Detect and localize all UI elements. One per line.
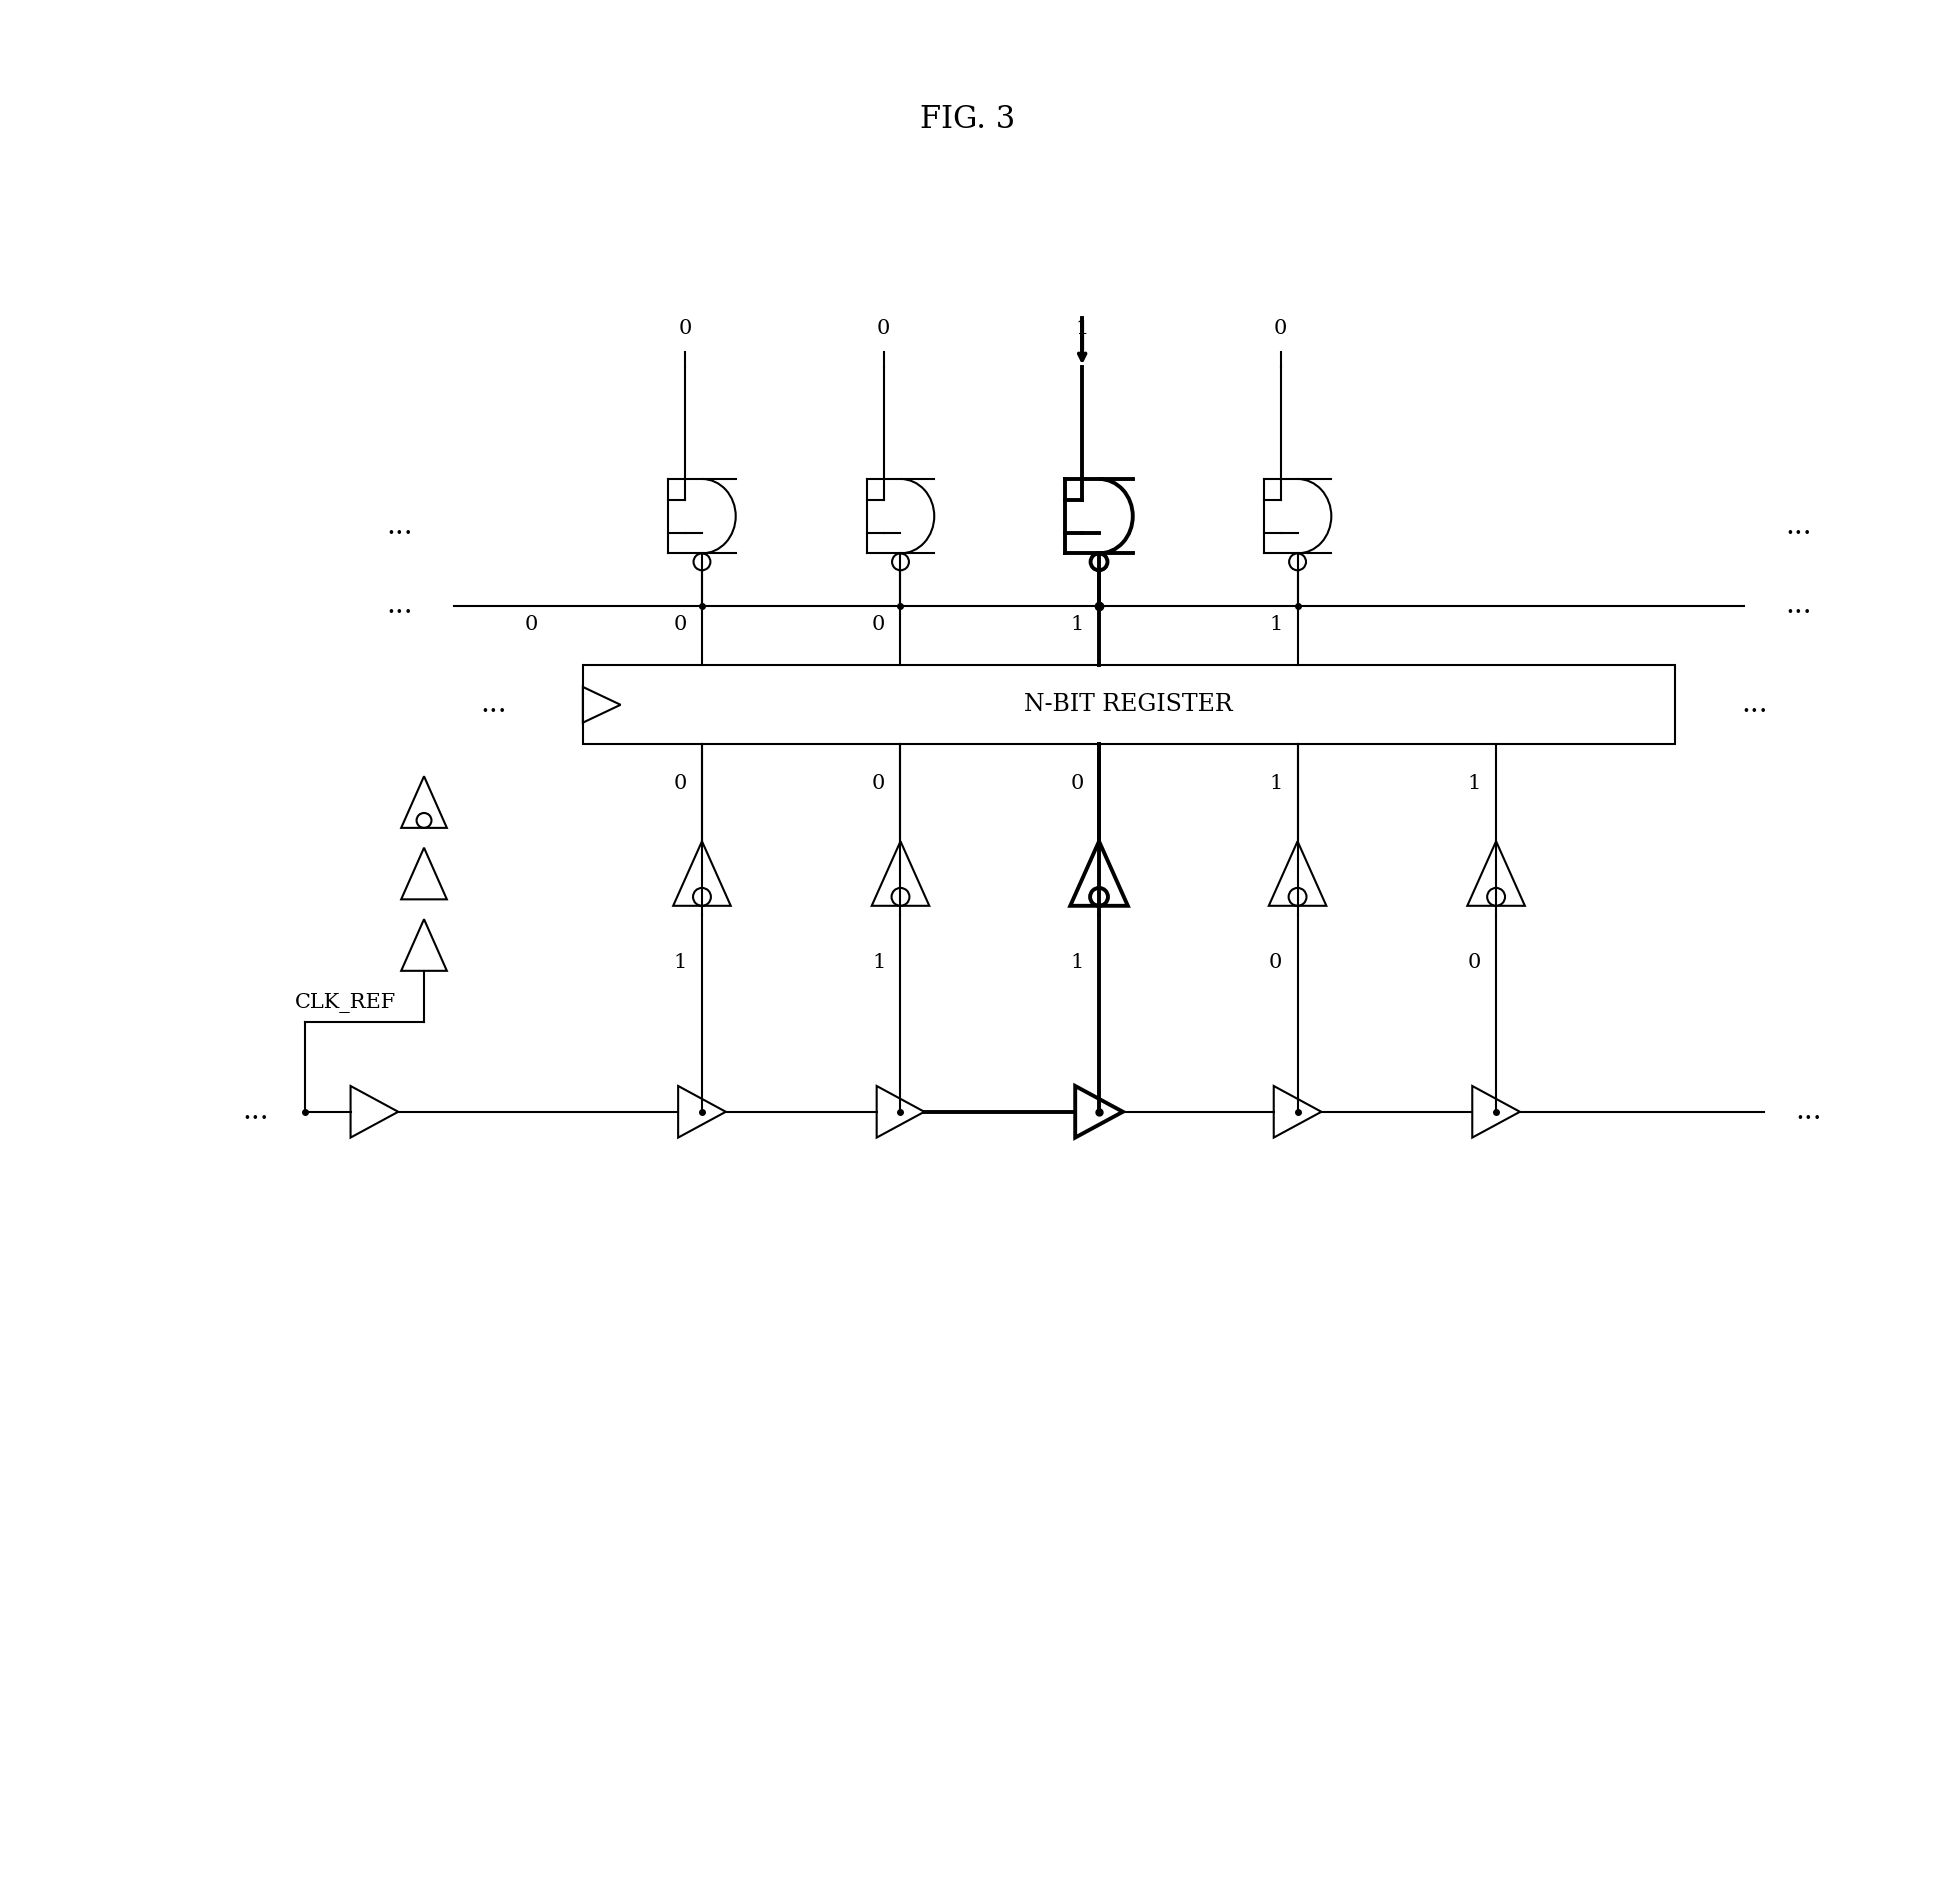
Text: 0: 0 xyxy=(674,774,687,793)
Text: 0: 0 xyxy=(678,318,691,337)
Text: ...: ... xyxy=(480,691,507,717)
Text: N-BIT REGISTER: N-BIT REGISTER xyxy=(1024,693,1233,716)
Text: 1: 1 xyxy=(1268,774,1282,793)
Text: 0: 0 xyxy=(674,615,687,634)
Bar xyxy=(583,664,1675,744)
Text: ...: ... xyxy=(385,513,412,540)
Text: 1: 1 xyxy=(871,952,885,971)
Text: 1: 1 xyxy=(1467,774,1481,793)
Text: FIG. 3: FIG. 3 xyxy=(920,104,1016,134)
Text: 1: 1 xyxy=(1071,952,1084,971)
Text: 0: 0 xyxy=(1274,318,1287,337)
Text: 0: 0 xyxy=(877,318,891,337)
Text: 0: 0 xyxy=(1268,952,1282,971)
Text: ...: ... xyxy=(385,593,412,619)
Text: 0: 0 xyxy=(871,774,885,793)
Text: CLK_REF: CLK_REF xyxy=(294,992,397,1013)
Text: ...: ... xyxy=(1795,1098,1822,1124)
Text: 1: 1 xyxy=(1268,615,1282,634)
Text: ...: ... xyxy=(1785,593,1812,619)
Text: 1: 1 xyxy=(1076,318,1088,337)
Text: ...: ... xyxy=(242,1098,269,1124)
Text: ...: ... xyxy=(1740,691,1768,717)
Text: 1: 1 xyxy=(674,952,687,971)
Text: 1: 1 xyxy=(1071,615,1084,634)
Text: 0: 0 xyxy=(525,615,538,634)
Text: 0: 0 xyxy=(1071,774,1084,793)
Text: ...: ... xyxy=(1785,513,1812,540)
Text: 0: 0 xyxy=(1467,952,1481,971)
Text: 0: 0 xyxy=(871,615,885,634)
